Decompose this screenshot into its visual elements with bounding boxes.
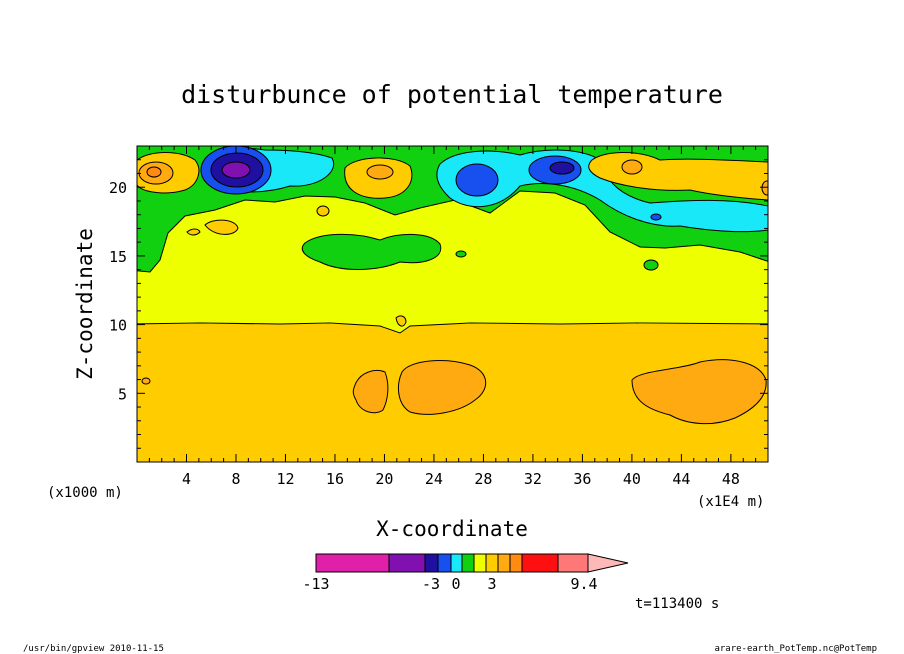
colorbar-labels: -13 -3 0 3 9.4 xyxy=(302,575,597,593)
x-tick-label: 4 xyxy=(182,470,191,488)
colorbar-cell xyxy=(437,553,452,573)
y-tick-label: 5 xyxy=(118,385,127,403)
footer-left: /usr/bin/gpview 2010-11-15 xyxy=(23,644,164,654)
x-tick-label: 8 xyxy=(231,470,240,488)
colorbar-cell xyxy=(521,553,559,573)
x-axis-title: X-coordinate xyxy=(376,517,528,541)
colorbar-label: -13 xyxy=(302,575,329,593)
colorbar-cell xyxy=(473,553,487,573)
x-unit-right: (x1E4 m) xyxy=(697,494,764,510)
y-axis-title: Z-coordinate xyxy=(73,228,97,380)
colorbar-cells xyxy=(315,553,629,573)
x-tick-label: 44 xyxy=(672,470,690,488)
chart-title: disturbunce of potential temperature xyxy=(181,80,723,109)
warm-core-top-left-inner xyxy=(146,166,162,178)
x-unit-left: (x1000 m) xyxy=(47,485,123,501)
footer-right: arare-earth_PotTemp.nc@PotTemp xyxy=(714,644,877,654)
warm-core-top-right xyxy=(621,159,643,175)
cold-core-right-inner xyxy=(549,161,575,175)
colorbar-arrow xyxy=(587,553,629,573)
plot-frame xyxy=(136,145,769,463)
colorbar-cell xyxy=(450,553,463,573)
green-patch-region xyxy=(301,233,442,270)
warm-core-edge-right xyxy=(761,180,768,196)
plot-area xyxy=(137,146,768,462)
colorbar-cell xyxy=(557,553,589,573)
colorbar-label: 9.4 xyxy=(570,575,597,593)
x-tick-label: 32 xyxy=(524,470,542,488)
cold-core-mid xyxy=(455,163,499,197)
cyan-region-right xyxy=(436,149,768,233)
small-warm-dot xyxy=(316,205,330,217)
warm-cell-3 xyxy=(631,359,767,425)
cold-core-left-inner xyxy=(221,161,251,179)
warm-cell-2 xyxy=(397,360,487,415)
small-curl xyxy=(186,228,201,236)
small-green-dot-2 xyxy=(455,250,467,258)
small-edge-dot xyxy=(141,377,151,385)
time-label: t=113400 s xyxy=(635,596,719,612)
x-tick-label: 16 xyxy=(326,470,344,488)
colorbar-cell xyxy=(497,553,511,573)
warm-core-top-center xyxy=(366,164,394,180)
x-tick-label: 48 xyxy=(722,470,740,488)
x-tick-label: 36 xyxy=(573,470,591,488)
x-tick-label: 12 xyxy=(276,470,294,488)
small-lens xyxy=(395,315,407,327)
y-tick-label: 15 xyxy=(109,248,127,266)
colorbar-cell xyxy=(461,553,475,573)
colorbar-label: 3 xyxy=(487,575,496,593)
colorbar: -13 -3 0 3 9.4 xyxy=(302,553,629,593)
colorbar-cell xyxy=(315,553,390,573)
colorbar-cell xyxy=(388,553,426,573)
colorbar-cell xyxy=(509,553,523,573)
x-tick-label: 28 xyxy=(474,470,492,488)
colorbar-cell xyxy=(424,553,439,573)
x-tick-label: 40 xyxy=(623,470,641,488)
y-tick-label: 20 xyxy=(109,179,127,197)
x-tick-label: 24 xyxy=(425,470,443,488)
warm-cell-1 xyxy=(352,370,389,414)
warm-patch-small xyxy=(204,219,239,235)
colorbar-label: -3 xyxy=(422,575,440,593)
colorbar-cell xyxy=(485,553,499,573)
x-tick-label: 20 xyxy=(375,470,393,488)
colorbar-label: 0 xyxy=(451,575,460,593)
small-cyan-dot xyxy=(650,213,662,221)
y-tick-label: 10 xyxy=(109,317,127,335)
small-green-dot xyxy=(643,259,659,271)
